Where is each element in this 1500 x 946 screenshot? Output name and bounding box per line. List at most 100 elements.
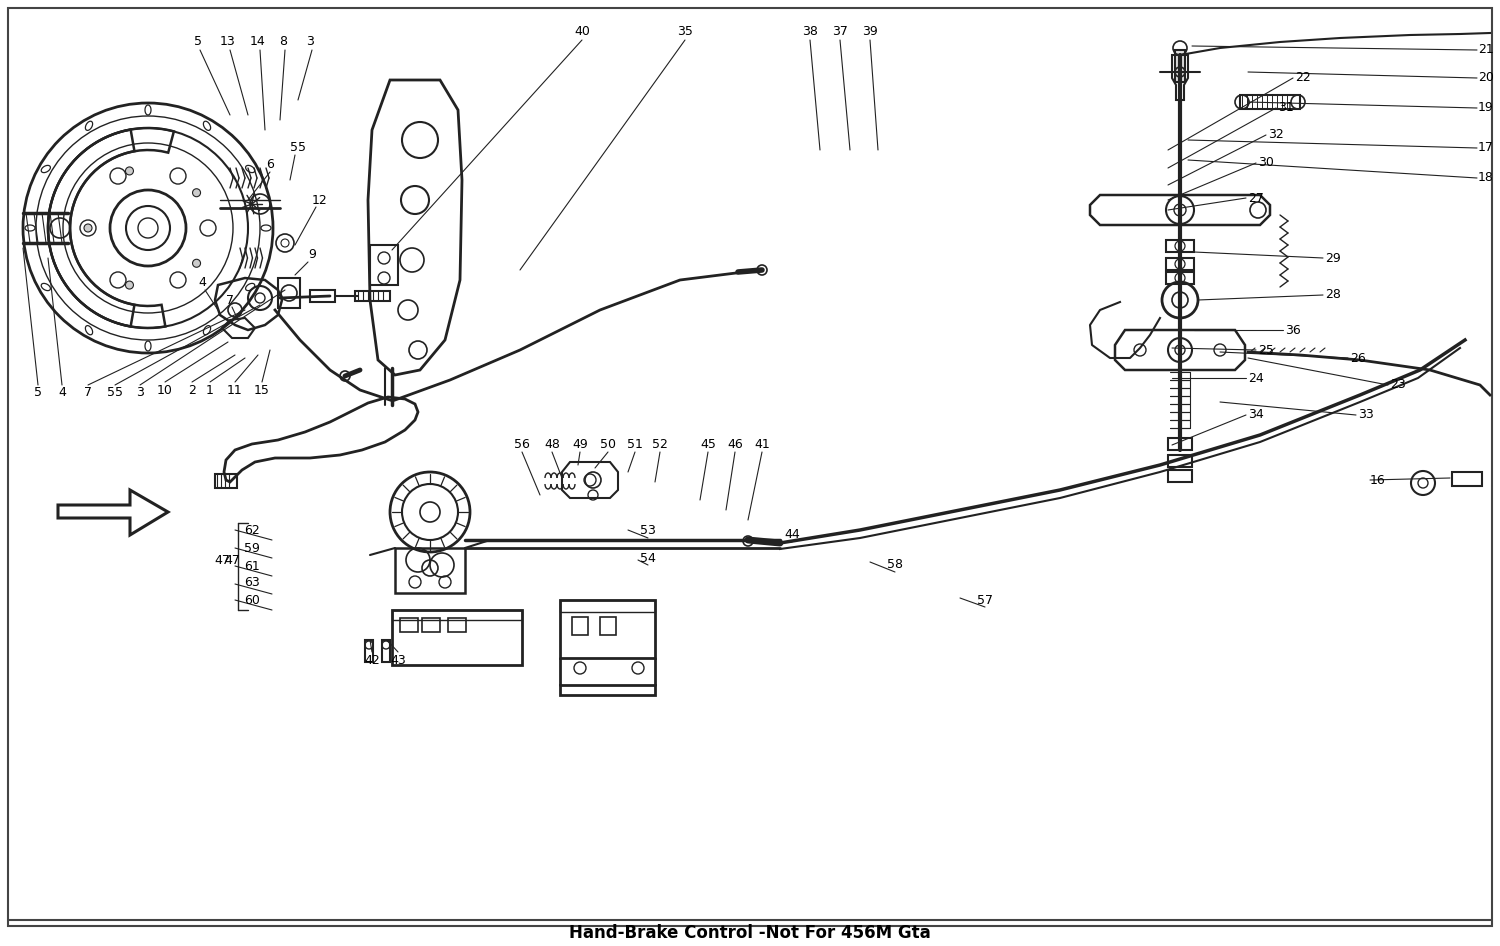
Bar [600,617,616,635]
Text: 9: 9 [308,249,316,261]
Bar [382,640,390,662]
Text: 51: 51 [627,439,644,451]
Text: 27: 27 [1248,191,1264,204]
Text: 7: 7 [226,293,234,307]
Text: 35: 35 [676,26,693,39]
Text: 16: 16 [1370,474,1386,486]
Bar [422,618,440,632]
Bar [560,600,656,658]
Text: 4: 4 [58,387,66,399]
Text: 46: 46 [728,439,742,451]
Text: 29: 29 [1324,252,1341,265]
Bar [1240,95,1300,109]
Text: 57: 57 [976,593,993,606]
Bar [394,548,465,593]
Bar [1168,455,1192,467]
Text: 58: 58 [886,558,903,571]
Text: 15: 15 [254,383,270,396]
Bar [214,474,237,488]
Text: 23: 23 [1390,378,1406,392]
Text: 5: 5 [34,387,42,399]
Bar [1166,240,1194,252]
Text: 24: 24 [1248,372,1263,384]
Text: 56: 56 [514,439,529,451]
Bar [1168,438,1192,450]
Text: 7: 7 [84,387,92,399]
Text: Hand-Brake Control -Not For 456M Gta: Hand-Brake Control -Not For 456M Gta [568,924,932,942]
Circle shape [192,259,201,268]
Text: 36: 36 [1286,324,1300,337]
Text: 17: 17 [1478,142,1494,154]
Text: 13: 13 [220,36,236,48]
Text: 2: 2 [188,383,196,396]
Text: 47: 47 [214,553,230,567]
Text: 54: 54 [640,552,656,565]
Polygon shape [58,490,168,535]
Text: 37: 37 [833,26,848,39]
Text: 52: 52 [652,439,668,451]
Text: 45: 45 [700,439,715,451]
Bar [448,618,466,632]
Text: 26: 26 [1350,352,1365,364]
Text: 60: 60 [244,593,260,606]
Text: 21: 21 [1478,44,1494,57]
Bar [1168,470,1192,482]
Bar [560,685,656,695]
Text: 55: 55 [290,142,306,154]
Circle shape [192,189,201,197]
Text: 49: 49 [572,439,588,451]
Text: 44: 44 [784,529,800,541]
Text: 10: 10 [158,383,172,396]
Text: 62: 62 [244,523,260,536]
Bar [392,610,522,620]
Text: 42: 42 [364,654,380,667]
Text: 20: 20 [1478,72,1494,84]
Circle shape [84,224,92,232]
Text: 38: 38 [802,26,818,39]
Circle shape [126,281,134,289]
Bar [560,600,656,612]
Text: 19: 19 [1478,101,1494,114]
Text: 34: 34 [1248,409,1263,422]
Text: 32: 32 [1268,129,1284,142]
Bar [1452,472,1482,486]
Text: 43: 43 [390,654,406,667]
Text: 41: 41 [754,439,770,451]
Bar [1166,272,1194,284]
Text: 5: 5 [194,36,202,48]
Text: 14: 14 [251,36,266,48]
Text: 3: 3 [136,387,144,399]
Text: 55: 55 [106,387,123,399]
Text: 48: 48 [544,439,560,451]
Text: 6: 6 [266,159,274,171]
Bar [356,291,390,301]
Text: 63: 63 [244,576,260,589]
Bar [278,278,300,308]
Bar [1166,258,1194,270]
Text: 18: 18 [1478,171,1494,184]
Text: 8: 8 [279,36,286,48]
Text: 28: 28 [1324,289,1341,302]
Text: 47: 47 [224,553,240,567]
Text: 53: 53 [640,523,656,536]
Text: 3: 3 [306,36,314,48]
Bar [572,617,588,635]
Text: 12: 12 [312,194,328,206]
Text: 1: 1 [206,383,214,396]
Bar [364,640,374,662]
Text: 30: 30 [1258,156,1274,169]
Text: 4: 4 [198,276,206,289]
Text: 61: 61 [244,559,260,572]
Circle shape [126,166,134,175]
Text: 59: 59 [244,541,260,554]
Text: 40: 40 [574,26,590,39]
Text: 50: 50 [600,439,616,451]
Text: 11: 11 [226,383,243,396]
Bar [400,618,418,632]
Text: 39: 39 [862,26,877,39]
Bar [1174,50,1185,82]
Text: 31: 31 [1278,101,1293,114]
Text: 22: 22 [1294,72,1311,84]
Bar [392,610,522,665]
Text: 33: 33 [1358,409,1374,422]
